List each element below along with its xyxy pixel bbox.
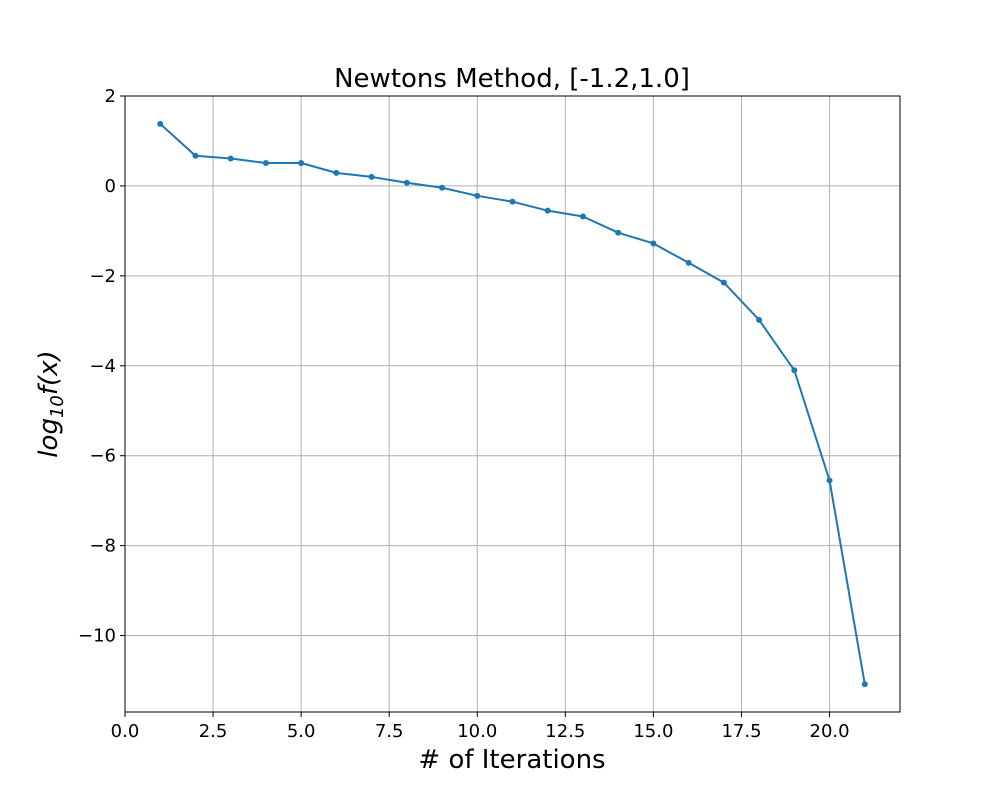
data-point bbox=[579, 213, 586, 220]
data-point bbox=[333, 169, 340, 176]
y-axis-label-rest: f(x) bbox=[34, 350, 64, 395]
y-tick-label: −10 bbox=[78, 626, 116, 647]
data-point bbox=[791, 367, 798, 374]
x-tick-label: 15.0 bbox=[633, 721, 673, 742]
data-point bbox=[262, 159, 269, 166]
data-point bbox=[650, 240, 657, 247]
y-axis-ticks: 2 0 −2 −4 −6 −8 −10 bbox=[78, 86, 125, 647]
y-tick-label: 0 bbox=[105, 176, 116, 197]
x-axis-label: # of Iterations bbox=[418, 745, 605, 775]
series-layer bbox=[157, 120, 868, 688]
series-line bbox=[159, 123, 866, 685]
data-point bbox=[474, 192, 481, 199]
data-point bbox=[509, 198, 516, 205]
y-tick-label: −8 bbox=[89, 536, 116, 557]
data-point bbox=[861, 681, 868, 688]
x-axis-ticks: 0.0 2.5 5.0 7.5 10.0 12.5 15.0 17.5 20.0 bbox=[111, 712, 850, 742]
data-point bbox=[756, 316, 763, 323]
x-tick-label: 5.0 bbox=[287, 721, 316, 742]
x-tick-label: 2.5 bbox=[199, 721, 228, 742]
data-point bbox=[685, 259, 692, 266]
y-tick-label: 2 bbox=[105, 86, 116, 107]
y-axis-label: log10f(x) bbox=[34, 350, 68, 457]
data-point bbox=[439, 184, 446, 191]
plot-frame bbox=[124, 95, 901, 713]
x-tick-label: 12.5 bbox=[545, 721, 585, 742]
data-point bbox=[403, 179, 410, 186]
y-axis-label-subscript: 10 bbox=[47, 395, 68, 418]
x-tick-label: 0.0 bbox=[111, 721, 140, 742]
data-point bbox=[157, 120, 164, 127]
y-tick-label: −4 bbox=[89, 356, 116, 377]
data-point bbox=[615, 229, 622, 236]
x-tick-label: 20.0 bbox=[810, 721, 850, 742]
data-point bbox=[368, 173, 375, 180]
x-tick-label: 7.5 bbox=[375, 721, 404, 742]
data-point bbox=[544, 207, 551, 214]
chart-title: Newtons Method, [-1.2,1.0] bbox=[334, 64, 690, 94]
x-tick-label: 10.0 bbox=[457, 721, 497, 742]
data-point bbox=[298, 159, 305, 166]
grid bbox=[124, 95, 900, 712]
y-axis-label-base: log bbox=[34, 418, 64, 458]
y-tick-label: −6 bbox=[89, 446, 116, 467]
x-tick-label: 17.5 bbox=[721, 721, 761, 742]
data-point bbox=[826, 477, 833, 484]
y-tick-label: −2 bbox=[89, 266, 116, 287]
data-point bbox=[227, 155, 234, 162]
data-point bbox=[192, 152, 199, 159]
data-point bbox=[720, 279, 727, 286]
